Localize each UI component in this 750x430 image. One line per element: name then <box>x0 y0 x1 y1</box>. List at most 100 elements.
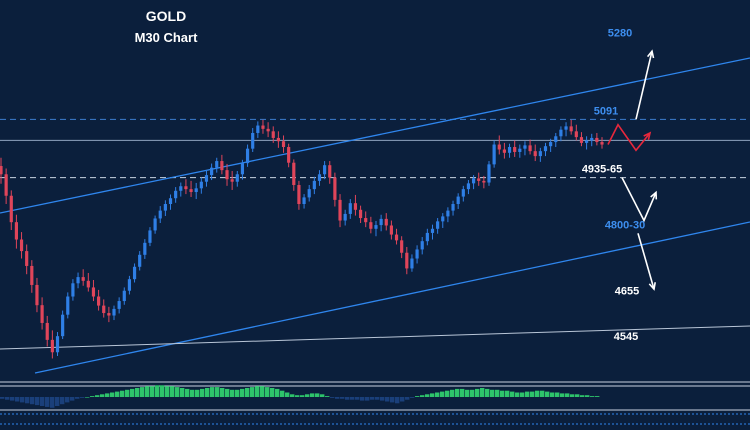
candle-body <box>513 147 517 152</box>
oscillator-bar-23 <box>115 391 120 397</box>
candle-body <box>287 147 291 163</box>
candle-27 <box>138 251 142 271</box>
candle-106 <box>543 142 548 157</box>
oscillator-bar-98 <box>490 389 495 397</box>
projection-arrowhead-2 <box>650 190 658 200</box>
candle-23 <box>117 297 121 314</box>
oscillator-bar-77 <box>385 397 390 402</box>
candle-body <box>168 198 173 205</box>
candle-body <box>379 218 383 226</box>
level-label-5280: 5280 <box>608 27 632 39</box>
candle-108 <box>554 132 558 148</box>
oscillator-bar-55 <box>275 388 280 397</box>
candle-57 <box>292 159 296 191</box>
candle-21 <box>107 306 111 323</box>
candle-body <box>45 322 49 340</box>
oscillator-bar-95 <box>475 388 480 397</box>
candle-body <box>86 280 90 288</box>
oscillator-bar-19 <box>95 395 100 397</box>
oscillator-bar-70 <box>350 397 355 400</box>
candle-43 <box>220 154 224 175</box>
oscillator-bar-116 <box>580 395 585 397</box>
oscillator-bar-54 <box>270 388 275 397</box>
oscillator-bar-90 <box>450 389 455 397</box>
oscillator-bar-11 <box>55 397 60 406</box>
candle-body <box>369 222 373 229</box>
oscillator-bar-97 <box>485 388 490 397</box>
oscillator-bar-52 <box>260 386 265 397</box>
candle-84 <box>430 224 435 240</box>
candle-45 <box>230 170 234 190</box>
candle-body <box>235 174 239 182</box>
oscillator-bar-79 <box>395 397 400 404</box>
oscillator-bar-115 <box>575 394 580 397</box>
oscillator-bar-69 <box>345 397 350 400</box>
candle-12 <box>61 310 65 340</box>
candle-body <box>538 151 542 157</box>
level-label-4800-30: 4800-30 <box>605 219 645 231</box>
candle-89 <box>456 193 460 209</box>
candle-61 <box>312 176 316 195</box>
oscillator-bar-117 <box>585 395 590 397</box>
candle-body <box>184 186 188 190</box>
oscillator-bar-80 <box>400 397 405 402</box>
candle-body <box>163 204 167 211</box>
candle-86 <box>441 213 445 228</box>
candle-body <box>579 137 584 143</box>
candle-body <box>394 234 399 241</box>
candle-body <box>415 249 419 259</box>
candle-63 <box>323 161 327 180</box>
oscillator-bar-76 <box>380 397 385 401</box>
candle-70 <box>358 205 363 224</box>
oscillator-bar-65 <box>325 396 330 397</box>
oscillator-bar-17 <box>85 397 90 398</box>
oscillator-bar-42 <box>210 387 215 397</box>
oscillator-bar-83 <box>415 396 420 397</box>
oscillator-bar-119 <box>595 396 600 397</box>
channel-upper-line <box>0 57 750 214</box>
oscillator-bar-27 <box>135 388 140 397</box>
candle-body <box>348 203 352 214</box>
candle-37 <box>189 180 193 197</box>
candle-13 <box>66 292 70 319</box>
candle-99 <box>507 143 512 158</box>
oscillator-bar-41 <box>205 388 210 397</box>
candle-17 <box>86 272 90 292</box>
oscillator-bar-109 <box>545 391 550 397</box>
projection-path-2 <box>621 177 657 223</box>
candle-body <box>317 174 322 181</box>
candle-body <box>554 136 558 143</box>
candle-body <box>61 314 65 337</box>
oscillator-bar-88 <box>440 391 445 397</box>
oscillator-bar-112 <box>560 393 565 397</box>
candle-body <box>14 222 19 240</box>
candle-38 <box>194 182 198 200</box>
oscillator-bar-3 <box>15 397 20 402</box>
oscillator-bar-61 <box>305 394 310 397</box>
oscillator-bar-31 <box>155 385 160 397</box>
candle-79 <box>405 246 409 275</box>
oscillator-bar-85 <box>425 394 430 397</box>
oscillator-bar-35 <box>175 387 180 397</box>
candle-15 <box>76 272 80 289</box>
candle-body <box>600 142 604 145</box>
candle-body <box>502 149 506 153</box>
oscillator-bar-58 <box>290 394 295 397</box>
candle-72 <box>369 216 373 234</box>
candle-92 <box>471 175 476 190</box>
long-term-support-line <box>0 325 750 350</box>
candle-body <box>30 265 34 285</box>
candle-16 <box>81 269 85 286</box>
candle-67 <box>343 209 347 226</box>
candle-body <box>210 167 214 176</box>
candle-body <box>358 209 363 219</box>
projection-paths <box>607 49 658 291</box>
candle-body <box>55 336 60 353</box>
oscillator-bar-34 <box>170 386 175 397</box>
oscillator-bar-60 <box>300 395 305 397</box>
candle-body <box>461 189 465 197</box>
candle-body <box>307 189 311 198</box>
oscillator-bar-78 <box>390 397 395 403</box>
